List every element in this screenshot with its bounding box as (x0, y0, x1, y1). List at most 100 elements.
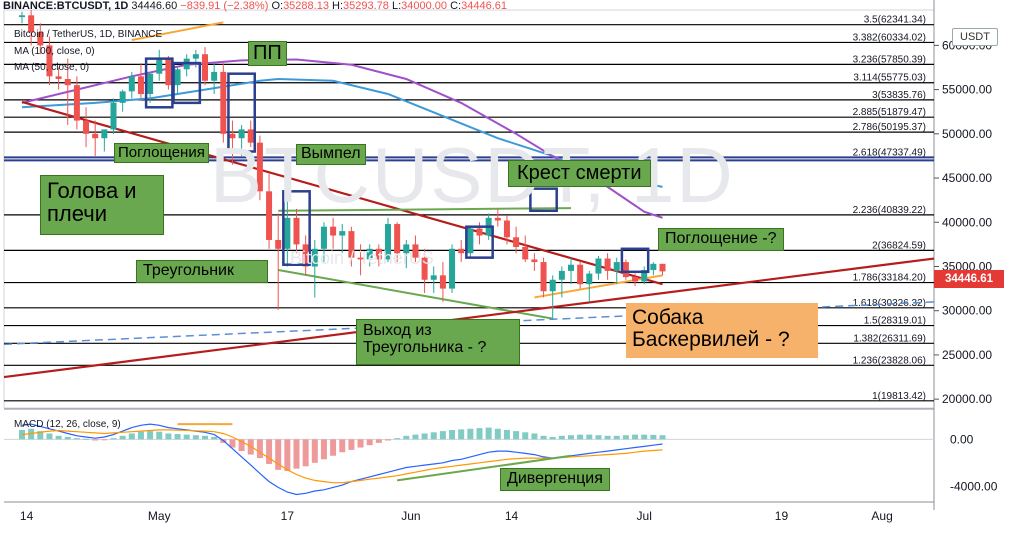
macd-histogram-bar (604, 435, 611, 440)
candle-body (595, 258, 602, 274)
candle-body (412, 244, 419, 258)
macd-histogram-bar (513, 431, 520, 440)
instrument-description: Bitcoin / TetherUS, 1D, BINANCE (14, 29, 163, 40)
macd-histogram-bar (128, 433, 135, 440)
symbol-label[interactable]: BINANCE:BTCUSDT, 1D (3, 0, 129, 12)
candle-body (659, 263, 666, 272)
last-price-tag: 34446.61 (934, 270, 1004, 288)
ma100-legend[interactable]: MA (100, close, 0) (14, 46, 95, 57)
macd-histogram-bar (558, 435, 565, 440)
trendlines (3, 21, 935, 379)
last-price: 34446.60 (131, 0, 178, 12)
chart-header: BINANCE:BTCUSDT, 1D 34446.60 −839.91 (−2… (3, 0, 507, 12)
macd-histogram-bar (302, 439, 309, 467)
macd-histogram-bar (256, 439, 263, 459)
price-tick-label: 50000.00 (942, 127, 992, 141)
macd-tick-label: 0.00 (950, 432, 974, 446)
candle-body (110, 102, 117, 130)
trendline-pennant-top (131, 21, 224, 42)
high-label: H: (332, 0, 344, 12)
macd-histogram-bar (266, 439, 273, 464)
fib-level-label: 3.382(60334.02) (853, 32, 926, 43)
candle-body (604, 258, 611, 271)
fib-level-label: 1.382(26311.69) (853, 333, 926, 344)
candle-body (613, 262, 620, 271)
fib-level-label: 3.5(62341.34) (864, 15, 926, 26)
macd-histogram-bar (119, 435, 126, 440)
candle-body (650, 263, 657, 271)
macd-histogram-bar (632, 434, 639, 440)
macd-histogram-bar (467, 428, 474, 440)
candle-body (320, 226, 327, 249)
macd-histogram-bar (275, 439, 282, 470)
trendline-triangle-top (278, 207, 572, 212)
fib-level-label: 2.885(51879.47) (853, 107, 926, 118)
macd-histogram-bar (485, 427, 492, 440)
macd-histogram-bar (46, 433, 53, 440)
candle-body (156, 58, 163, 74)
candle-body (293, 217, 300, 245)
macd-histogram-bar (540, 435, 547, 440)
macd-histogram-bar (412, 434, 419, 440)
macd-histogram-bar (320, 439, 327, 460)
candle-body (375, 248, 382, 260)
axes: 60000.0055000.0050000.0045000.0040000.00… (20, 38, 998, 523)
divergence-line (397, 454, 572, 482)
annotation-triangle-exit: Выход из Треугольника - ? (356, 319, 520, 365)
annotation-triangle-exit-line1: Выход из (363, 322, 432, 339)
macd-histogram-bar (156, 431, 163, 440)
candle-body (311, 248, 318, 267)
ma50-legend[interactable]: MA (50, close, 0) (14, 62, 90, 73)
fib-level-label: 3.114(55775.03) (853, 73, 926, 84)
annotation-head-shoulders-line2: плечи (47, 201, 108, 227)
macd-histogram-bar (110, 438, 117, 440)
candle-body (622, 262, 629, 278)
grid (3, 0, 935, 510)
macd-histogram-bar (147, 431, 154, 440)
macd-histogram-bar (421, 433, 428, 440)
annotation-death-cross: Крест смерти (508, 160, 651, 187)
candle-body (449, 248, 456, 289)
macd-histogram-bar (330, 439, 337, 456)
candle-body (238, 129, 245, 139)
candle-body (540, 262, 547, 292)
candle-body (641, 270, 648, 282)
candle-body (266, 191, 273, 240)
candle-body (137, 76, 144, 95)
annotation-pp: ПП (248, 41, 287, 66)
annotation-engulfing: Поглощения (114, 143, 209, 163)
candle-body (357, 257, 364, 260)
low-value: 34000.00 (401, 0, 448, 12)
candle-body (577, 264, 584, 285)
macd-histogram-bar (183, 434, 190, 440)
candle-body (632, 277, 639, 282)
macd-histogram-bar (366, 439, 373, 446)
macd-histogram-bar (211, 436, 218, 440)
candle-body (467, 228, 474, 254)
candles[interactable] (19, 10, 666, 320)
macd-histogram-bar (37, 431, 44, 440)
candle-body (284, 217, 291, 249)
fib-level-label: 2.236(40839.22) (853, 205, 926, 216)
pattern-box (465, 225, 494, 259)
macd-histogram-bar (174, 434, 181, 440)
candle-body (513, 237, 520, 248)
candle-body (348, 231, 355, 258)
time-tick-label: 19 (775, 509, 789, 523)
candle-body (92, 133, 99, 139)
candle-body (549, 279, 556, 292)
fib-level-label: 1(19813.42) (872, 391, 926, 402)
fib-level-label: 3.236(57850.39) (853, 54, 926, 65)
macd-histogram-bar (357, 439, 364, 448)
candle-body (522, 247, 529, 260)
annotation-head-shoulders-line1: Голова и (47, 178, 137, 203)
candle-body (83, 120, 90, 134)
annotation-hound-line2: Баскервилей - ? (632, 328, 790, 352)
trendline-hound-line (534, 274, 663, 299)
candle-body (101, 129, 108, 139)
price-change: −839.91 (−2.38%) (180, 0, 269, 12)
macd-histogram-bar (55, 435, 62, 440)
candle-body (247, 129, 254, 143)
currency-button[interactable]: USDT (952, 28, 998, 46)
macd-histogram-bar (284, 439, 291, 472)
